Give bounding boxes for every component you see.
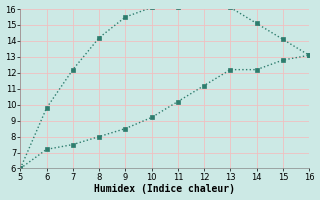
X-axis label: Humidex (Indice chaleur): Humidex (Indice chaleur) <box>94 184 235 194</box>
